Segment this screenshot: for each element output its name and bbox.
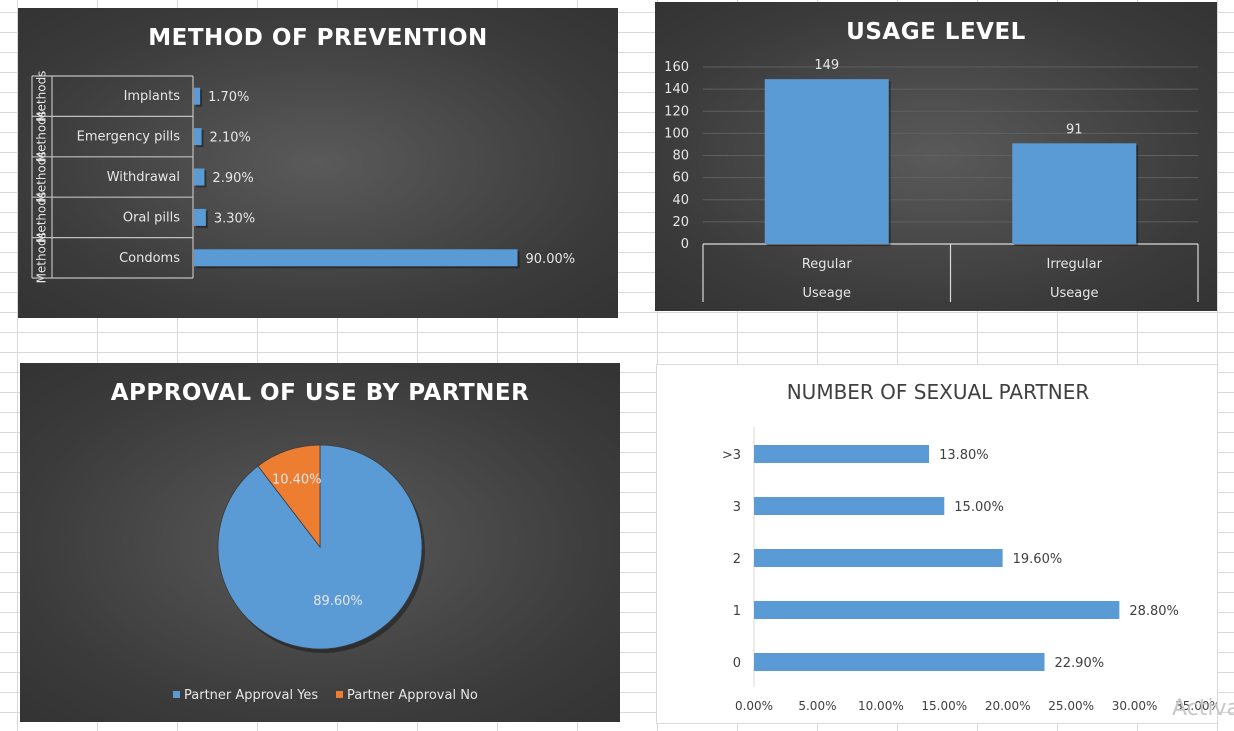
method-chart-svg: METHOD OF PREVENTION Methods ImplantsMeth… — [31, 25, 575, 284]
y-tick-label: 60 — [672, 171, 689, 186]
category-labels: Methods Implants Methods Emergency pills Met… — [35, 71, 181, 284]
chart-title: APPROVAL OF USE BY PARTNER — [111, 380, 530, 406]
x-tick-label: 10.00% — [858, 699, 904, 713]
category-label: Oral pills — [123, 210, 180, 225]
data-labels: 149 91 — [814, 58, 1082, 137]
bar — [1012, 143, 1137, 244]
data-label: 15.00% — [954, 500, 1004, 515]
method-of-prevention-chart[interactable]: METHOD OF PREVENTION Methods Implants Meth… — [18, 8, 618, 318]
data-label: 13.80% — [939, 448, 989, 463]
bar — [194, 87, 201, 105]
activation-watermark: Activa — [1172, 696, 1234, 721]
data-label: 90.00% — [526, 252, 576, 267]
bar — [764, 79, 889, 244]
x-tick-label: 25.00% — [1048, 699, 1094, 713]
bars — [764, 79, 1139, 246]
pie-slice — [257, 444, 321, 549]
approval-by-partner-chart[interactable]: APPROVAL OF USE BY PARTNER 89.60% 10.40% … — [20, 363, 620, 722]
x-tick-label: 35.00% — [1175, 699, 1218, 713]
x-tick-label: 30.00% — [1112, 699, 1158, 713]
y-tick-label: 0 — [681, 237, 689, 252]
legend-swatch — [173, 691, 180, 698]
data-labels: 1.70% 2.10% 2.90% 3.30% 90.00% — [208, 90, 575, 267]
data-label: 28.80% — [1129, 604, 1179, 619]
bars — [754, 445, 1120, 671]
category-label: Useage — [802, 286, 851, 301]
x-tick-label: 15.00% — [921, 699, 967, 713]
category-label: 1 — [733, 604, 741, 619]
category-label: 3 — [733, 500, 741, 515]
bar — [194, 128, 202, 146]
x-tick-label: 5.00% — [798, 699, 836, 713]
bar — [754, 445, 930, 463]
bar — [194, 208, 206, 226]
category-label: Useage — [1050, 286, 1099, 301]
y-tick-label: 120 — [664, 104, 689, 119]
chart-title: NUMBER OF SEXUAL PARTNER — [787, 380, 1090, 404]
data-label: 89.60% — [313, 594, 363, 609]
group-label: Methods — [35, 151, 49, 202]
bar — [194, 249, 518, 267]
category-label: 2 — [733, 552, 741, 567]
category-labels: >3 3 2 1 0 — [722, 448, 741, 671]
data-label: 3.30% — [214, 211, 255, 226]
y-tick-label: 40 — [672, 193, 689, 208]
bar — [194, 168, 205, 186]
data-labels: 89.60% 10.40% — [272, 472, 363, 609]
category-labels: Regular Useage Irregular Useage — [802, 257, 1103, 301]
data-labels: 13.80% 15.00% 19.60% 28.80% 22.90% — [939, 448, 1179, 671]
legend-entry: Partner Approval No — [347, 688, 478, 703]
bars — [194, 87, 520, 269]
pie-chart-svg: APPROVAL OF USE BY PARTNER 89.60%10.40% … — [111, 380, 530, 703]
category-label: Regular — [802, 257, 853, 272]
y-tick-label: 160 — [664, 60, 689, 75]
legend-swatch — [336, 691, 343, 698]
y-tick-labels: 0 20 40 60 80 100 120 140 160 — [664, 60, 689, 252]
y-tick-label: 80 — [672, 149, 689, 164]
data-label: 149 — [814, 58, 839, 73]
x-tick-label: 20.00% — [985, 699, 1031, 713]
pie-slice — [217, 444, 423, 650]
group-label: Methods — [35, 71, 49, 122]
chart-title: METHOD OF PREVENTION — [148, 25, 488, 51]
y-tick-label: 20 — [672, 215, 689, 230]
data-label: 19.60% — [1013, 552, 1063, 567]
data-label: 2.10% — [210, 131, 251, 146]
data-label: 91 — [1066, 122, 1083, 137]
category-label: >3 — [722, 448, 741, 463]
data-label: 2.90% — [212, 171, 253, 186]
legend: Partner Approval Yes Partner Approval No — [173, 688, 478, 703]
bar — [754, 497, 945, 515]
usage-level-chart[interactable]: USAGE LEVEL 0 20 40 60 80 100 120 140 160 149 91 … — [655, 2, 1217, 311]
y-tick-label: 100 — [664, 126, 689, 141]
number-of-sexual-partner-chart[interactable]: NUMBER OF SEXUAL PARTNER >3 3 2 1 0 13.80% 15… — [656, 364, 1218, 724]
category-label: Withdrawal — [107, 170, 180, 185]
data-label: 1.70% — [208, 90, 249, 105]
group-label: Methods — [35, 111, 49, 162]
chart-title: USAGE LEVEL — [846, 19, 1026, 45]
bar — [754, 601, 1120, 619]
category-label: Condoms — [119, 251, 180, 266]
x-tick-label: 0.00% — [735, 699, 773, 713]
legend-entry: Partner Approval Yes — [184, 688, 318, 703]
category-label: Emergency pills — [77, 130, 181, 145]
category-label: 0 — [733, 656, 741, 671]
bar — [754, 549, 1003, 567]
data-label: 22.90% — [1055, 656, 1105, 671]
category-label: Implants — [124, 89, 181, 104]
category-label: Irregular — [1047, 257, 1103, 272]
data-label: 10.40% — [272, 472, 322, 487]
category-grid — [31, 75, 194, 279]
y-tick-label: 140 — [664, 82, 689, 97]
bar — [754, 653, 1045, 671]
x-tick-labels: 0.00% 5.00% 10.00% 15.00% 20.00% 25.00% 30.00%… — [735, 699, 1218, 713]
group-label: Methods — [35, 232, 49, 283]
partner-chart-svg: NUMBER OF SEXUAL PARTNER >3 3 2 1 0 13.80% 15… — [722, 380, 1218, 713]
group-label: Methods — [35, 192, 49, 243]
pie-slices — [217, 444, 425, 653]
